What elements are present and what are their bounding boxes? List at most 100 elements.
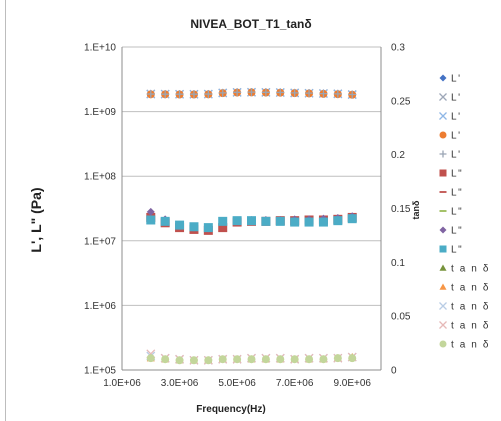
data-point	[146, 354, 155, 363]
legend-item: L"	[439, 245, 463, 256]
legend-label: t a n δ	[451, 302, 490, 313]
legend-label: t a n δ	[451, 321, 490, 332]
x-tick-label: 5.0E+06	[218, 378, 256, 389]
legend-label: L"	[451, 207, 463, 218]
data-point	[333, 354, 342, 363]
data-point	[275, 216, 285, 226]
legend-item: L'	[439, 112, 462, 123]
legend-item: L"	[439, 169, 463, 180]
data-point	[203, 223, 213, 233]
data-point	[146, 215, 156, 225]
legend-marker	[439, 340, 447, 348]
legend-label: t a n δ	[451, 283, 490, 294]
legend-marker	[439, 302, 447, 310]
y-tick-label: 1.E+08	[84, 172, 116, 183]
legend-label: t a n δ	[451, 340, 490, 351]
legend-item: t a n δ	[439, 321, 490, 332]
y2-tick-label: 0	[391, 366, 397, 377]
data-point	[247, 216, 256, 226]
y-tick-label: 1.E+10	[84, 43, 116, 54]
data-point	[146, 90, 155, 99]
y2-tick-labels: 0 0.05 0.1 0.15 0.2 0.25 0.3	[391, 43, 411, 377]
chart-title: NIVEA_BOT_T1_tanδ	[190, 17, 311, 31]
data-point	[276, 88, 285, 97]
series-15	[146, 354, 357, 365]
data-point	[204, 356, 213, 365]
y-axis-label: L', L" (Pa)	[28, 187, 44, 252]
legend-item: t a n δ	[439, 283, 490, 294]
data-point	[218, 223, 228, 233]
y2-axis-label: tanδ	[411, 200, 421, 220]
data-point	[175, 90, 184, 99]
legend-label: L'	[451, 74, 462, 85]
legend-marker	[439, 131, 447, 139]
legend-label: L'	[451, 112, 462, 123]
data-point	[290, 88, 299, 97]
legend-label: t a n δ	[451, 264, 490, 275]
legend-item: L'	[439, 131, 462, 142]
data-point	[333, 216, 343, 226]
legend-label: L'	[451, 131, 462, 142]
data-point	[161, 355, 170, 364]
series-4	[146, 88, 357, 99]
legend-item: L"	[439, 188, 463, 199]
legend-label: L"	[451, 245, 463, 256]
data-point	[261, 88, 270, 97]
legend-label: L'	[451, 150, 462, 161]
legend-marker	[439, 150, 447, 158]
data-point	[305, 355, 314, 364]
legend-label: L"	[451, 226, 463, 237]
chart-svg: NIVEA_BOT_T1_tanδ 1.0E+06 3.0E+06 5.0E+06 7…	[28, 17, 490, 415]
series-10	[146, 214, 357, 233]
legend-marker	[439, 283, 447, 290]
data-point	[189, 222, 199, 232]
x-tick-label: 7.0E+06	[276, 378, 314, 389]
legend-label: L"	[451, 169, 463, 180]
y2-tick-label: 0.25	[391, 96, 411, 107]
axes	[121, 47, 382, 371]
y-tick-labels: 1.E+05 1.E+06 1.E+07 1.E+08 1.E+09 1.E+10	[84, 43, 116, 377]
data-point	[233, 88, 242, 97]
legend-marker	[439, 226, 447, 234]
legend-marker	[439, 321, 447, 329]
y2-tick-label: 0.05	[391, 312, 411, 323]
data-point	[189, 356, 198, 365]
data-point	[218, 355, 227, 364]
y2-tick-label: 0.3	[391, 43, 405, 54]
data-point	[247, 355, 256, 364]
x-tick-label: 1.0E+06	[103, 378, 141, 389]
legend-marker	[439, 169, 447, 177]
data-point	[175, 356, 184, 365]
x-tick-label: 9.0E+06	[333, 378, 371, 389]
legend-label: L"	[451, 188, 463, 199]
legend-item: t a n δ	[439, 340, 490, 351]
legend-label: L'	[451, 93, 462, 104]
data-point	[146, 207, 155, 216]
chart-frame: NIVEA_BOT_T1_tanδ 1.0E+06 3.0E+06 5.0E+06 7…	[5, 0, 501, 421]
data-point	[160, 216, 170, 226]
data-point	[348, 354, 357, 363]
data-point	[218, 216, 228, 226]
data-point	[319, 89, 328, 98]
data-point	[305, 89, 314, 98]
x-tick-labels: 1.0E+06 3.0E+06 5.0E+06 7.0E+06 9.0E+06	[103, 378, 371, 389]
data-point	[218, 88, 227, 97]
legend-item: L'	[439, 74, 462, 85]
y-tick-label: 1.E+05	[84, 366, 116, 377]
series-5	[146, 88, 357, 99]
legend: L' L' L' L' L' L" L" L" L" L" t a n δ t a n δ t a n …	[439, 74, 490, 351]
legend-marker	[439, 93, 447, 101]
data-point	[247, 88, 256, 97]
data-point	[290, 355, 299, 364]
y2-tick-label: 0.15	[391, 204, 411, 215]
data-point	[347, 214, 357, 224]
legend-item: t a n δ	[439, 264, 490, 275]
data-point	[175, 220, 185, 230]
x-tick-label: 3.0E+06	[161, 378, 199, 389]
legend-item: L"	[439, 207, 463, 218]
legend-item: L'	[439, 93, 462, 104]
data-point	[261, 355, 270, 364]
y2-tick-label: 0.2	[391, 150, 405, 161]
data-points	[146, 87, 357, 365]
data-point	[233, 355, 242, 364]
